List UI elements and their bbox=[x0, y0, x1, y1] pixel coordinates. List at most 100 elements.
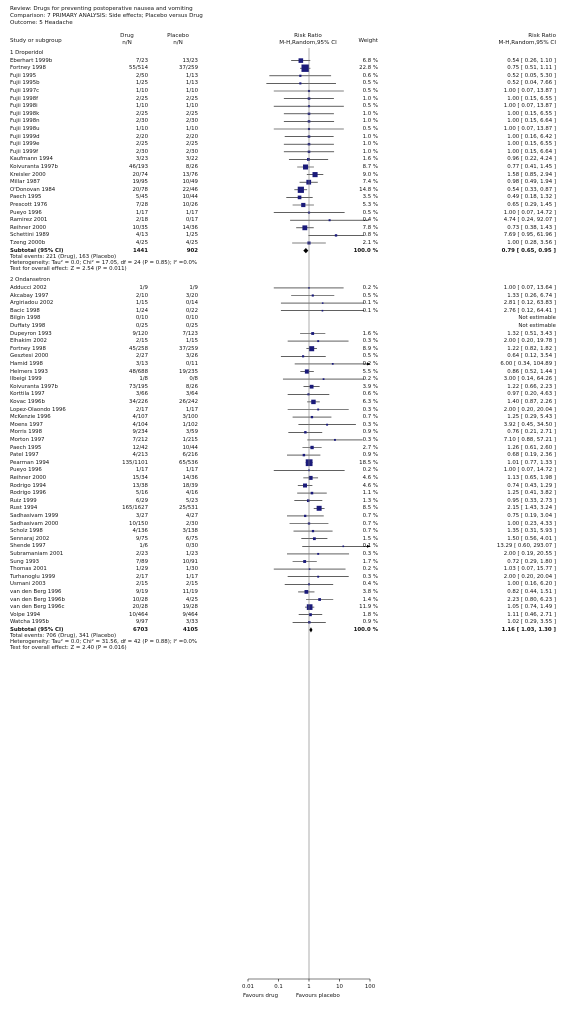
col-drug-sub: n/N bbox=[122, 40, 132, 46]
placebo-events: 1/23 bbox=[185, 550, 198, 557]
study-name: Scholz 1998 bbox=[10, 528, 43, 535]
study-weight: 1.6 % bbox=[362, 330, 378, 337]
study-weight: 0.7 % bbox=[362, 528, 378, 535]
study-ci-text: 0.82 [ 0.44, 1.51 ] bbox=[507, 588, 556, 595]
study-ci-text: 0.95 [ 0.33, 2.73 ] bbox=[507, 497, 556, 504]
subtotal-label: Subtotal (95% CI) bbox=[10, 247, 64, 254]
drug-events: 0/10 bbox=[135, 315, 148, 322]
study-ci-text: 1.32 [ 0.51, 3.43 ] bbox=[507, 330, 556, 337]
effect-square bbox=[303, 164, 309, 170]
study-name: Pueyo 1996 bbox=[10, 467, 42, 474]
outcome-title: Outcome: 5 Headache bbox=[10, 20, 73, 26]
effect-square bbox=[317, 552, 320, 555]
study-ci-text: 4.74 [ 0.24, 92.07 ] bbox=[503, 217, 556, 224]
effect-square bbox=[306, 499, 310, 503]
placebo-events: 26/242 bbox=[179, 398, 198, 405]
placebo-events: 6/75 bbox=[185, 535, 198, 542]
placebo-events: 22/46 bbox=[182, 186, 198, 193]
study-ci-text: Not estimable bbox=[518, 315, 556, 322]
study-weight: 1.1 % bbox=[362, 490, 378, 497]
drug-events: 9/19 bbox=[135, 588, 148, 595]
study-name: Patel 1997 bbox=[10, 452, 39, 459]
drug-events: 1/24 bbox=[135, 307, 148, 314]
effect-square bbox=[301, 202, 306, 208]
study-weight: 3.5 % bbox=[362, 194, 378, 201]
placebo-events: 2/30 bbox=[185, 118, 198, 125]
study-ci-text: 2.00 [ 0.19, 20.55 ] bbox=[503, 550, 556, 557]
study-weight: 3.9 % bbox=[362, 383, 378, 390]
study-name: Fujii 1998f bbox=[10, 95, 39, 102]
placebo-events: 37/259 bbox=[179, 345, 198, 352]
effect-square bbox=[304, 590, 309, 594]
drug-events: 0/25 bbox=[135, 322, 148, 329]
study-weight: 14.8 % bbox=[359, 186, 378, 193]
study-ci-text: 7.69 [ 0.95, 61.96 ] bbox=[503, 232, 556, 239]
study-name: Reihner 2000 bbox=[10, 224, 47, 231]
subtotal-placebo: 902 bbox=[186, 247, 198, 254]
placebo-events: 2/30 bbox=[185, 520, 198, 527]
study-name: Subramaniam 2001 bbox=[10, 550, 64, 557]
study-weight: 0.4 % bbox=[362, 581, 378, 588]
effect-square bbox=[298, 58, 304, 63]
placebo-events: 3/138 bbox=[182, 528, 198, 535]
study-weight: 0.2 % bbox=[362, 360, 378, 367]
placebo-events: 0/8 bbox=[189, 376, 198, 383]
placebo-events: 4/27 bbox=[185, 512, 198, 519]
drug-events: 3/13 bbox=[135, 360, 148, 367]
study-ci-text: 0.65 [ 0.29, 1.45 ] bbox=[507, 202, 556, 208]
placebo-events: 3/59 bbox=[185, 429, 198, 436]
drug-events: 7/89 bbox=[135, 558, 148, 565]
study-ci-text: 1.00 [ 0.15, 6.64 ] bbox=[507, 148, 556, 155]
study-weight: 0.5 % bbox=[362, 126, 378, 132]
study-ci-text: 0.52 [ 0.04, 7.66 ] bbox=[507, 80, 556, 87]
effect-square bbox=[310, 415, 314, 419]
placebo-events: 19/28 bbox=[182, 604, 198, 611]
study-name: Prescott 1976 bbox=[10, 202, 48, 208]
study-name: Rodrigo 1996 bbox=[10, 490, 47, 497]
study-ci-text: 0.49 [ 0.18, 1.32 ] bbox=[507, 194, 556, 201]
study-ci-text: 0.97 [ 0.20, 4.63 ] bbox=[507, 391, 556, 398]
study-weight: 0.7 % bbox=[362, 512, 378, 519]
study-weight: 0.2 % bbox=[362, 566, 378, 573]
placebo-events: 13/23 bbox=[182, 57, 198, 64]
study-weight: 1.3 % bbox=[362, 497, 378, 504]
drug-events: 7/23 bbox=[135, 57, 148, 64]
placebo-events: 3/64 bbox=[185, 391, 198, 398]
study-name: Koivuranta 1997b bbox=[10, 383, 58, 390]
col-weight-header: Weight bbox=[358, 38, 379, 44]
study-ci-text: 1.00 [ 0.28, 3.56 ] bbox=[507, 240, 556, 246]
study-ci-text: 2.00 [ 0.20, 19.78 ] bbox=[503, 338, 556, 345]
placebo-events: 8/26 bbox=[185, 383, 198, 390]
effect-square bbox=[322, 378, 325, 380]
study-ci-text: 1.58 [ 0.85, 2.94 ] bbox=[507, 171, 556, 178]
placebo-events: 1/215 bbox=[182, 436, 198, 443]
drug-events: 2/15 bbox=[135, 581, 148, 588]
drug-events: 4/13 bbox=[135, 232, 148, 239]
drug-events: 1/6 bbox=[139, 543, 148, 550]
study-weight: 1.0 % bbox=[362, 148, 378, 155]
study-weight: 11.9 % bbox=[359, 604, 378, 611]
study-name: Kovac 1996b bbox=[10, 398, 45, 405]
study-weight: 1.6 % bbox=[362, 156, 378, 163]
drug-events: 46/193 bbox=[129, 164, 148, 170]
study-name: Kaufmann 1994 bbox=[10, 156, 53, 163]
study-name: Dupeyron 1993 bbox=[10, 330, 52, 337]
study-name: Gesztesi 2000 bbox=[10, 353, 49, 360]
drug-events: 2/17 bbox=[135, 573, 148, 580]
placebo-events: 6/216 bbox=[182, 452, 198, 459]
drug-events: 2/25 bbox=[135, 110, 148, 117]
study-weight: 0.9 % bbox=[362, 619, 378, 626]
study-weight: 22.8 % bbox=[359, 65, 378, 72]
study-name: Pueyo 1996 bbox=[10, 209, 42, 216]
study-weight: 1.8 % bbox=[362, 611, 378, 618]
placebo-events: 65/536 bbox=[179, 459, 198, 466]
placebo-events: 13/76 bbox=[182, 171, 198, 178]
study-name: Kreisler 2000 bbox=[10, 171, 46, 178]
study-name: Tzeng 2000b bbox=[10, 240, 46, 246]
placebo-events: 0/11 bbox=[185, 360, 198, 367]
drug-events: 20/28 bbox=[132, 604, 148, 611]
study-ci-text: 1.00 [ 0.15, 6.64 ] bbox=[507, 118, 556, 125]
study-weight: 0.5 % bbox=[362, 88, 378, 94]
col-rr2-sub: M-H,Random,95% CI bbox=[498, 40, 556, 46]
